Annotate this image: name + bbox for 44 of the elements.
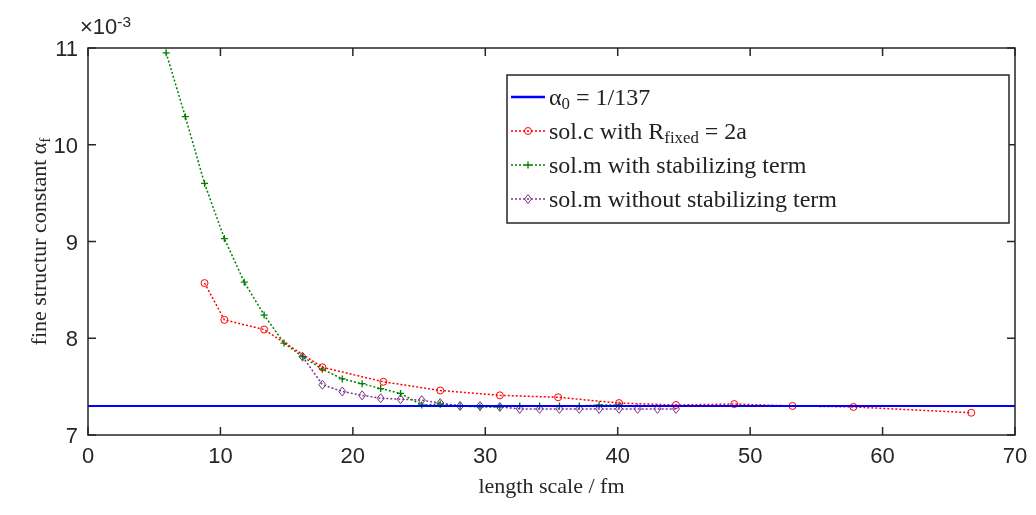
x-axis-title: length scale / fm bbox=[478, 473, 625, 498]
point bbox=[730, 400, 739, 409]
point bbox=[379, 377, 388, 386]
point bbox=[554, 393, 563, 402]
point bbox=[967, 408, 976, 417]
point bbox=[633, 403, 642, 414]
point bbox=[653, 403, 662, 414]
point bbox=[318, 379, 327, 390]
point bbox=[436, 386, 445, 395]
point bbox=[161, 48, 171, 57]
point bbox=[849, 402, 858, 411]
y-tick-label: 7 bbox=[65, 423, 78, 448]
point bbox=[279, 338, 289, 348]
point bbox=[338, 374, 347, 384]
x-tick-label: 60 bbox=[870, 443, 895, 468]
point bbox=[788, 401, 797, 410]
point bbox=[200, 279, 209, 288]
point bbox=[358, 390, 367, 401]
x-tick-label: 40 bbox=[605, 443, 630, 468]
legend-label: sol.m without stabilizing term bbox=[549, 186, 838, 212]
x-tick-label: 20 bbox=[340, 443, 366, 468]
point bbox=[671, 401, 680, 410]
point bbox=[357, 379, 367, 388]
text: ×10$^{-3}$ bbox=[80, 13, 132, 39]
y-tick-label: 10 bbox=[53, 132, 78, 158]
point bbox=[338, 386, 347, 397]
point bbox=[259, 310, 269, 320]
legend-label: sol.m with stabilizing term bbox=[549, 152, 807, 178]
y-tick-label: 11 bbox=[55, 36, 78, 61]
point bbox=[396, 394, 405, 405]
legend-label: sol.c with R$_{fixed}$ = 2a bbox=[549, 118, 748, 148]
x-tick-label: 70 bbox=[1002, 443, 1028, 468]
legend-label: α$_{0}$ = 1/137 bbox=[549, 84, 651, 114]
point bbox=[240, 277, 249, 287]
point bbox=[260, 325, 269, 334]
x-tick-label: 10 bbox=[208, 443, 233, 468]
y-tick-label: 8 bbox=[65, 326, 78, 352]
point bbox=[376, 393, 385, 404]
point bbox=[495, 391, 504, 400]
x-tick-label: 0 bbox=[81, 443, 95, 468]
x-tick-label: 30 bbox=[473, 443, 498, 468]
x-tick-label: 50 bbox=[737, 443, 763, 468]
point bbox=[220, 315, 229, 324]
y-tick-label: 9 bbox=[65, 229, 78, 255]
